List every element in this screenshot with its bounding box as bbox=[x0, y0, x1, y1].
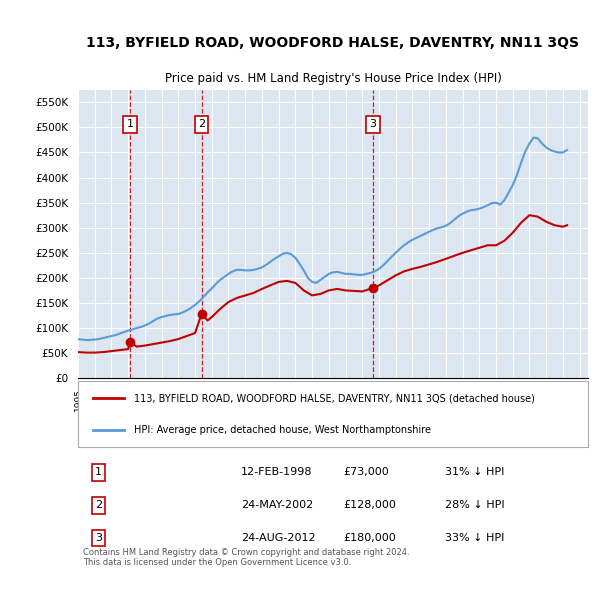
Text: 28% ↓ HPI: 28% ↓ HPI bbox=[445, 500, 505, 510]
Text: 12-FEB-1998: 12-FEB-1998 bbox=[241, 467, 313, 477]
Text: 31% ↓ HPI: 31% ↓ HPI bbox=[445, 467, 505, 477]
Text: 1: 1 bbox=[127, 119, 134, 129]
Text: 3: 3 bbox=[370, 119, 377, 129]
FancyBboxPatch shape bbox=[78, 381, 588, 447]
Text: £180,000: £180,000 bbox=[343, 533, 396, 543]
Point bbox=[90, 427, 97, 434]
Text: 33% ↓ HPI: 33% ↓ HPI bbox=[445, 533, 505, 543]
Text: HPI: Average price, detached house, West Northamptonshire: HPI: Average price, detached house, West… bbox=[134, 425, 431, 435]
Text: £73,000: £73,000 bbox=[343, 467, 389, 477]
Text: 24-AUG-2012: 24-AUG-2012 bbox=[241, 533, 316, 543]
Text: 113, BYFIELD ROAD, WOODFORD HALSE, DAVENTRY, NN11 3QS (detached house): 113, BYFIELD ROAD, WOODFORD HALSE, DAVEN… bbox=[134, 394, 535, 404]
Text: 2: 2 bbox=[198, 119, 205, 129]
Text: 1: 1 bbox=[95, 467, 102, 477]
Point bbox=[120, 427, 128, 434]
Text: 2: 2 bbox=[95, 500, 102, 510]
Text: 113, BYFIELD ROAD, WOODFORD HALSE, DAVENTRY, NN11 3QS: 113, BYFIELD ROAD, WOODFORD HALSE, DAVEN… bbox=[86, 36, 580, 50]
Point bbox=[90, 395, 97, 402]
Text: 24-MAY-2002: 24-MAY-2002 bbox=[241, 500, 313, 510]
Text: 3: 3 bbox=[95, 533, 102, 543]
Text: Price paid vs. HM Land Registry's House Price Index (HPI): Price paid vs. HM Land Registry's House … bbox=[164, 72, 502, 85]
Point bbox=[120, 395, 128, 402]
Text: Contains HM Land Registry data © Crown copyright and database right 2024.
This d: Contains HM Land Registry data © Crown c… bbox=[83, 548, 410, 568]
Text: £128,000: £128,000 bbox=[343, 500, 396, 510]
